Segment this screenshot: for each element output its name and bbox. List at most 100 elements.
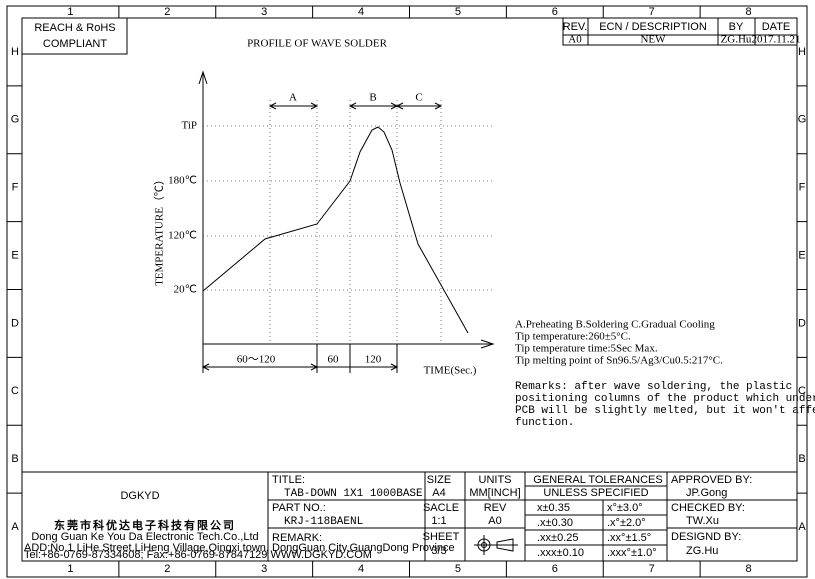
label: TITLE: (272, 474, 305, 486)
value: 3/3 (431, 545, 446, 557)
y-label: 180℃ (168, 175, 197, 187)
row-letter: G (798, 114, 807, 126)
row-letter: H (798, 46, 806, 58)
rev-cell: NEW (640, 34, 666, 46)
outer-border (6, 5, 808, 578)
y-label: 20℃ (174, 284, 197, 296)
duration-ticks (202, 344, 398, 373)
tolerance: .xxx°±1.0° (607, 547, 657, 559)
value: JP.Gong (686, 487, 727, 499)
remark: function. (515, 417, 574, 429)
value: A4 (432, 487, 445, 499)
address: ADD:No.1 LiHe Street,LiHeng Village,Qing… (24, 542, 455, 554)
guide-lines (203, 125, 492, 291)
profile-curve (202, 126, 469, 334)
value: A0 (488, 515, 501, 527)
note: Tip melting point of Sn96.5/Ag3/Cu0.5:21… (515, 355, 723, 367)
column-number: 4 (358, 563, 364, 575)
row-letter: F (799, 182, 806, 194)
label: APPROVED BY: (671, 474, 752, 486)
row-letter: A (798, 521, 806, 533)
column-number: 8 (746, 563, 752, 575)
column-number: 2 (164, 563, 170, 575)
label: UNLESS SPECIFIED (543, 487, 648, 499)
y-axis-label: TEMPERATURE（℃） (153, 174, 166, 286)
label: SACLE (423, 502, 459, 514)
row-letter: C (798, 385, 806, 397)
label: CHECKED BY: (671, 502, 745, 514)
row-letter: F (12, 182, 19, 194)
note: Tip temperature:260±5°C. (515, 331, 631, 343)
column-number: 6 (552, 563, 558, 575)
column-number: 3 (261, 6, 267, 18)
value: TW.Xu (686, 515, 719, 527)
tolerance: x±0.35 (537, 502, 570, 514)
row-letter: B (798, 453, 805, 465)
row-letter: C (11, 385, 19, 397)
value: KRJ-118BAENL (284, 516, 363, 528)
zone-label: C (415, 92, 422, 104)
projection-symbol (474, 535, 518, 555)
symbol-lines (474, 535, 518, 555)
remark: Remarks: after wave soldering, the plast… (515, 381, 792, 393)
value: TAB-DOWN 1X1 1000BASE (284, 488, 423, 500)
rev-cell: A0 (568, 34, 582, 46)
column-number: 5 (455, 563, 461, 575)
label: PART NO.: (272, 502, 326, 514)
logo: DGKYD (120, 490, 159, 502)
contact: Tel:+86-0769-87334608; Fax:+86-0769-8784… (24, 549, 372, 561)
zone-lines (269, 100, 442, 344)
x-axis-label: TIME(Sec.) (424, 365, 477, 377)
rev-header: ECN / DESCRIPTION (599, 21, 707, 33)
duration-arrows (201, 363, 399, 371)
duration-label: 60～120 (237, 354, 276, 366)
tolerance: .xxx±0.10 (537, 547, 584, 559)
note: A.Preheating B.Soldering C.Gradual Cooli… (515, 319, 715, 331)
title-block-lines (22, 471, 797, 561)
tolerance: .x°±2.0° (607, 517, 646, 529)
column-number: 2 (164, 6, 170, 18)
label: SIZE (427, 474, 451, 486)
profile-diagram: A B C TiP 180℃ 120℃ 20℃ TEMPERATURE（℃） 6… (153, 70, 495, 377)
tolerance: .x±0.30 (537, 517, 573, 529)
notes: A.Preheating B.Soldering C.Gradual Cooli… (515, 319, 815, 429)
y-label: 120℃ (168, 230, 197, 242)
tolerance: .xx°±1.5° (607, 532, 651, 544)
duration-label: 60 (328, 354, 340, 366)
company-cn: 东莞市科优达电子科技有限公司 (54, 518, 236, 532)
rev-box (562, 17, 798, 46)
label: UNITS (479, 474, 512, 486)
axis-arrow (480, 339, 495, 349)
zone-label: A (289, 92, 297, 104)
rev-header: REV. (563, 21, 588, 33)
remark: positioning columns of the product which… (515, 393, 815, 405)
value: 1:1 (431, 515, 446, 527)
value: ZG.Hu (686, 545, 718, 557)
border-grid: 1 1 2 2 3 3 4 4 5 5 6 6 7 7 8 8 H H G G F F E E D D C C B B A A (7, 6, 807, 577)
remark: PCB will be slightly melted, but it won'… (515, 405, 815, 417)
note: Tip temperature time:5Sec Max. (515, 343, 658, 355)
column-number: 4 (358, 6, 364, 18)
row-letter: H (11, 46, 19, 58)
column-number: 7 (649, 563, 655, 575)
row-letter: G (11, 114, 20, 126)
column-number: 1 (67, 6, 73, 18)
label: REMARK: (272, 532, 322, 544)
label: GENERAL TOLERANCES (533, 474, 662, 486)
column-number: 7 (649, 6, 655, 18)
duration-label: 120 (365, 354, 382, 366)
tolerance: .xx±0.25 (537, 532, 579, 544)
title-block: DGKYD 东莞市科优达电子科技有限公司 Dong Guan Ke You Da… (22, 471, 797, 561)
label: DESIGND BY: (671, 531, 741, 543)
rev-cell: ZG.Hu (721, 34, 752, 46)
column-number: 8 (746, 6, 752, 18)
value: MM[INCH] (469, 487, 520, 499)
rev-header: BY (729, 21, 744, 33)
revision-table: REV. ECN / DESCRIPTION BY DATE A0 NEW ZG… (562, 17, 801, 46)
column-number: 1 (67, 563, 73, 575)
zone-label: B (369, 92, 376, 104)
label: REV (484, 502, 507, 514)
rev-cell: 2017.11.21 (751, 34, 800, 46)
axis-arrow (198, 70, 208, 85)
